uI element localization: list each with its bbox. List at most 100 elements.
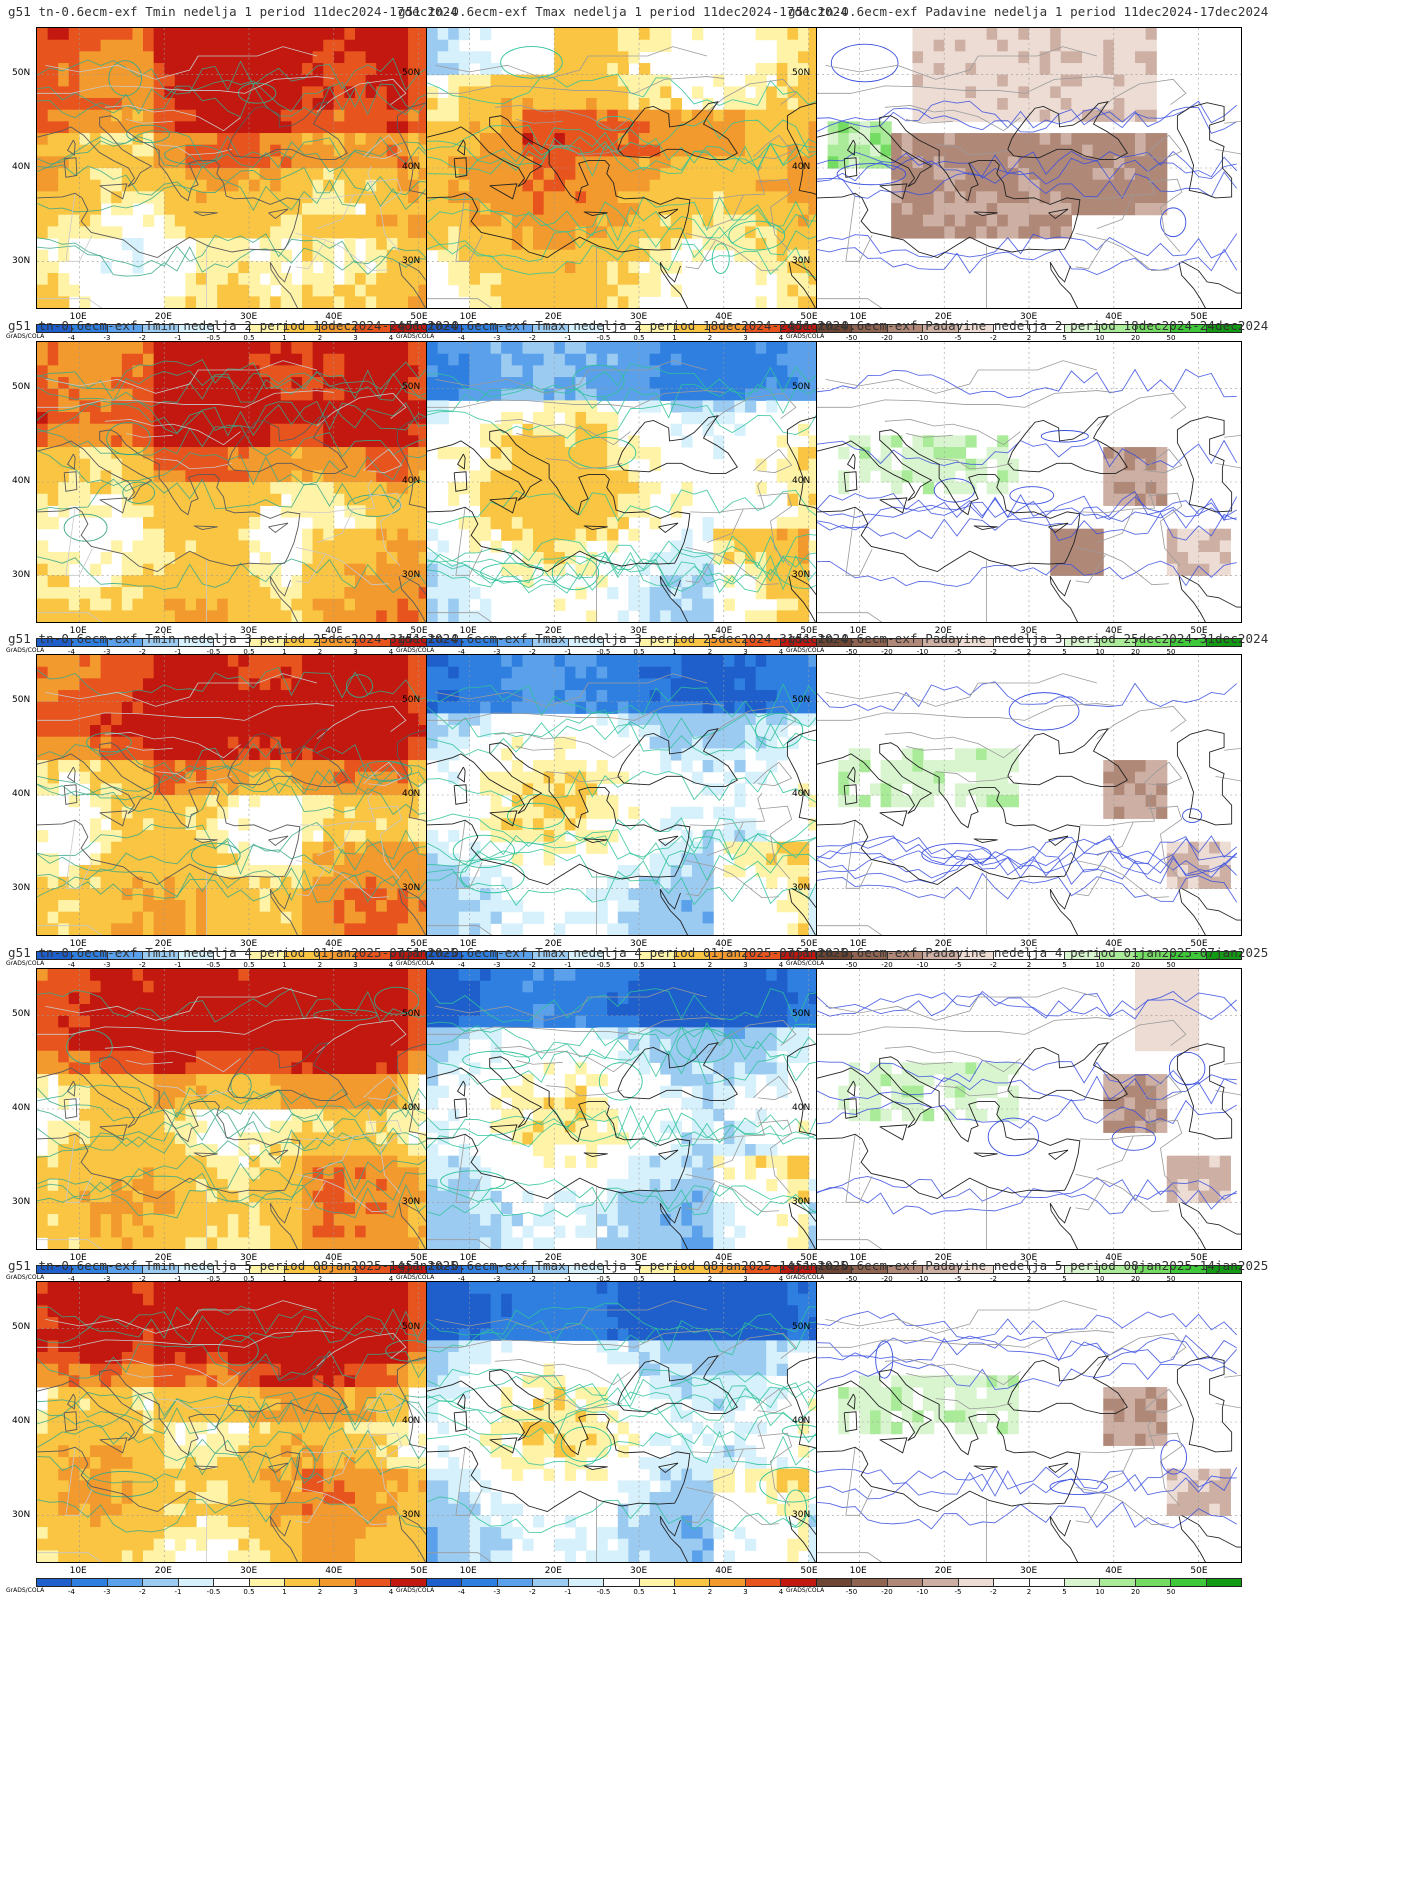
contour-loop [875,1340,894,1379]
colorbar-tick-label: 4 [778,1274,784,1283]
colorbar-swatch [533,638,569,646]
colorbar-tick-label: -1 [174,1588,182,1596]
country-border [295,1486,389,1526]
country-border [1215,148,1241,155]
country-border [515,746,563,751]
colorbar-ticks: -50 -20 -10 -5 -2 2 5 10 20 50 [816,1588,1242,1598]
country-border [884,1045,1021,1072]
country-border [1075,1173,1169,1212]
grads-credit: GrADS/COLA [396,333,435,340]
coastline [1049,888,1071,910]
country-border [825,1300,1097,1334]
anomaly-map [426,340,852,623]
colorbar-tick-label: 20 [1131,1588,1140,1596]
map-panel-tmax-week-4: g51 tn-0.6ecm-exf Tmax nedelja 4 period … [390,941,861,1320]
contour-loop [108,60,143,97]
colorbar-swatch [214,325,250,332]
map-panel-tmax-week-3: g51 tn-0.6ecm-exf Tmax nedelja 3 period … [390,627,861,1006]
coastline [489,1123,518,1140]
colorbar-tick-label: -20 [881,1274,893,1283]
coastline [489,1437,518,1454]
contour-line [37,1310,457,1345]
country-border [367,1119,403,1193]
country-border [1075,232,1169,272]
longitude-label: 30E [240,625,258,636]
longitude-label: 40E [325,939,343,949]
country-border [125,1059,173,1065]
latitude-label: 40N [402,1416,421,1426]
colorbar-swatch [533,1579,569,1586]
coastline [659,1202,681,1224]
coastline [659,1202,689,1249]
coastline [99,1437,128,1454]
colorbar-tick-label: 4 [388,647,394,656]
colorbar-tick-label: -0.5 [206,647,221,656]
contour-line [427,118,848,153]
colorbar-tick-label: 5 [1062,1588,1067,1596]
country-border [685,1486,779,1526]
country-border [316,194,354,230]
country-border [817,1330,1114,1348]
latitude-label: 40N [792,475,811,486]
country-border [706,1019,797,1053]
colorbar-tick-label: 20 [1131,647,1140,656]
country-border [685,867,716,897]
colorbar-tick-label: 2 [707,1274,713,1283]
coastline [66,1080,76,1097]
grads-credit: GrADS/COLA [396,1587,435,1594]
contour-line [427,1112,847,1148]
colorbar-swatch [923,952,959,959]
country-border [685,232,779,272]
coastline [456,766,466,783]
country-border [905,1373,953,1378]
colorbar-swatch [1135,952,1172,959]
colorbar-tick-label: 2 [317,1588,323,1596]
colorbar-swatch [887,325,924,332]
colorbar-tick-label: -1 [174,1274,182,1283]
colorbar-swatch [958,325,995,332]
country-border [935,771,1013,783]
latitude-label: 30N [402,569,421,580]
country-border [935,1398,1013,1410]
colorbar-swatch [72,952,108,959]
coastline [1048,1149,1069,1160]
coastline [227,1355,348,1415]
country-border [427,611,493,622]
grads-credit: GrADS/COLA [786,960,825,967]
contour-loop [313,1008,378,1021]
colorbar-swatch [1064,1579,1101,1586]
colorbar-tick-label: -50 [845,1274,858,1283]
longitude-label: 30E [630,625,648,636]
country-border [1096,1019,1187,1053]
coastline [1181,1514,1241,1548]
country-border [37,1016,334,1035]
longitude-label: 20E [544,625,562,636]
colorbar-swatch [249,1265,285,1273]
colorbar-swatch [1135,1579,1172,1586]
country-border [125,432,173,438]
colorbar-tick-label: 3 [743,647,748,656]
map-canvas [427,968,851,1249]
colorbar-swatch [214,1265,250,1273]
country-border [1147,178,1183,253]
colorbar-swatch [107,638,144,646]
colorbar-swatch [355,952,392,959]
colorbar-swatch [994,1265,1030,1273]
contour-loop [373,986,420,1015]
country-border [1075,867,1106,897]
anomaly-map [36,967,462,1250]
contour-loop [506,802,565,830]
colorbar-swatch [497,1579,534,1586]
contour-line [37,869,458,903]
contour-line [37,555,458,593]
colorbar-tick-label: 4 [388,1588,394,1596]
contour-line [817,1059,1237,1085]
country-border [37,298,103,308]
coastline [658,522,679,533]
colorbar-swatch [497,325,534,332]
map-panel-precip-week-4: g51 tn-0.6ecm-exf Padavine nedelja 4 per… [780,941,1268,1320]
map-canvas [817,968,1241,1249]
longitude-label: 30E [630,1252,648,1263]
colorbar-tick-label: 1 [282,1588,287,1596]
country-border [689,479,766,513]
